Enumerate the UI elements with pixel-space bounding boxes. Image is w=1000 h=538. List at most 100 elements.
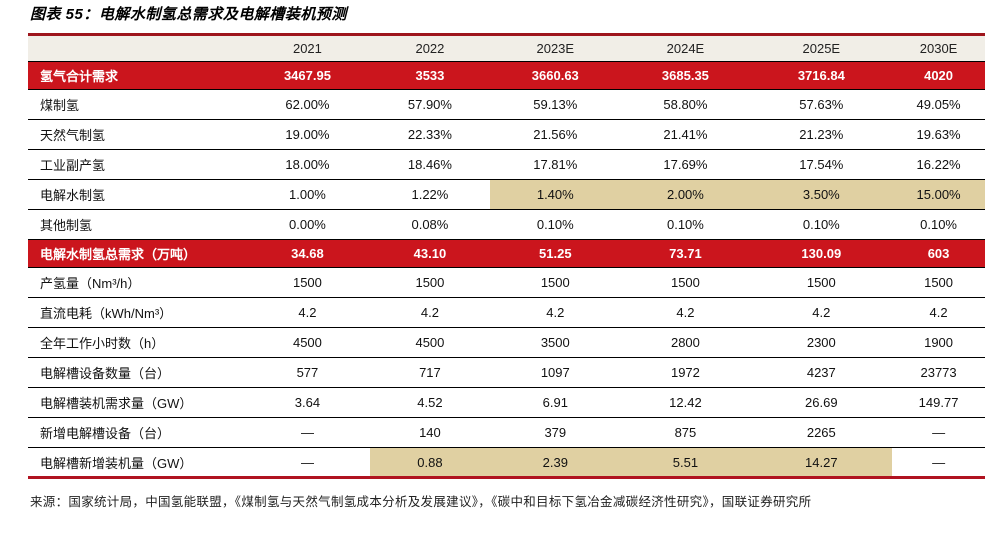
row-label: 电解槽设备数量（台） [28, 357, 246, 388]
table-cell: 1500 [620, 267, 751, 298]
table-cell: 2265 [750, 417, 893, 448]
table-row: 新增电解槽设备（台） —140 379 875 2265— [28, 417, 985, 448]
table-cell: 2.00% [620, 179, 751, 210]
table-cell: 73.71 [620, 239, 751, 268]
year-column-header: 2023E [490, 34, 621, 62]
table-cell: 17.69% [620, 149, 751, 180]
table-row: 产氢量（Nm³/h） 1500 1500 1500 1500 1500 1500 [28, 267, 985, 298]
table-cell: 1.00% [245, 179, 370, 210]
table-cell: 4500 [369, 327, 491, 358]
table-row: 全年工作小时数（h） 4500 4500 3500 2800 2300 1900 [28, 327, 985, 358]
table-cell: 4.2 [369, 297, 491, 328]
table-cell: 1.40% [490, 179, 621, 210]
table-cell: 4.2 [620, 297, 751, 328]
row-label: 其他制氢 [28, 209, 246, 240]
table-cell: 0.00% [245, 209, 370, 240]
table-row: 电解槽新增装机量（GW） —0.88 2.39 5.51 14.27— [28, 447, 985, 478]
table-cell: 21.41% [620, 119, 751, 150]
table-body: 氢气合计需求 3467.95 3533 3660.63 3685.35 3716.84 40… [28, 61, 985, 478]
table-cell: 2800 [620, 327, 751, 358]
table-cell: 17.54% [750, 149, 893, 180]
table-cell: 57.63% [750, 89, 893, 120]
table-cell: 4020 [892, 61, 985, 90]
table-cell: 21.56% [490, 119, 621, 150]
table-cell: 3.64 [245, 387, 370, 418]
figure-title: 图表 55：电解水制氢总需求及电解槽装机预测 [30, 6, 347, 23]
table-cell: 140 [369, 417, 491, 448]
table-cell: 21.23% [750, 119, 893, 150]
row-label: 电解水制氢总需求（万吨） [28, 239, 246, 268]
row-label: 新增电解槽设备（台） [28, 417, 246, 448]
table-row: 其他制氢 0.00% 0.08% 0.10% 0.10% 0.10% 0.10% [28, 209, 985, 240]
table-cell: 14.27 [750, 447, 893, 478]
table-cell: 4.2 [490, 297, 621, 328]
table-cell: 3716.84 [750, 61, 893, 90]
table-cell: 18.00% [245, 149, 370, 180]
table-cell: 59.13% [490, 89, 621, 120]
table-cell: 22.33% [369, 119, 491, 150]
row-label: 全年工作小时数（h） [28, 327, 246, 358]
table-cell: 577 [245, 357, 370, 388]
table-cell: 51.25 [490, 239, 621, 268]
row-label: 直流电耗（kWh/Nm³） [28, 297, 246, 328]
forecast-table: 2021 2022 2023E 2024E 2025E 2030E 氢气合计需求 3467.… [28, 33, 985, 479]
table-row: 电解槽装机需求量（GW） 3.64 4.52 6.91 12.42 26.69 149.77 [28, 387, 985, 418]
table-cell: 4237 [750, 357, 893, 388]
table-cell: 3467.95 [245, 61, 370, 90]
table-cell: 12.42 [620, 387, 751, 418]
table-cell: 149.77 [892, 387, 985, 418]
table-header: 2021 2022 2023E 2024E 2025E 2030E [28, 34, 985, 62]
source-note: 来源：国家统计局，中国氢能联盟，《煤制氢与天然气制氢成本分析及发展建议》，《碳中… [30, 495, 812, 509]
table-cell: 18.46% [369, 149, 491, 180]
row-label: 氢气合计需求 [28, 61, 246, 90]
table-cell: — [892, 417, 985, 448]
table-cell: 1900 [892, 327, 985, 358]
table-cell: 62.00% [245, 89, 370, 120]
table-cell: — [245, 447, 370, 478]
table-cell: 1097 [490, 357, 621, 388]
table-cell: 130.09 [750, 239, 893, 268]
table-cell: 2.39 [490, 447, 621, 478]
table-cell: 49.05% [892, 89, 985, 120]
table-cell: 3660.63 [490, 61, 621, 90]
table-cell: 0.10% [490, 209, 621, 240]
table-cell: 1500 [490, 267, 621, 298]
row-label-header [28, 34, 246, 62]
table-cell: 717 [369, 357, 491, 388]
table-cell: — [892, 447, 985, 478]
table-cell: 6.91 [490, 387, 621, 418]
table-cell: 2300 [750, 327, 893, 358]
table-row: 直流电耗（kWh/Nm³） 4.2 4.2 4.2 4.2 4.2 4.2 [28, 297, 985, 328]
table-cell: 16.22% [892, 149, 985, 180]
table-row: 电解槽设备数量（台） 577 717 1097 1972 4237 23773 [28, 357, 985, 388]
row-label: 天然气制氢 [28, 119, 246, 150]
table-cell: 19.00% [245, 119, 370, 150]
table-cell: 3533 [369, 61, 491, 90]
table-cell: 15.00% [892, 179, 985, 210]
table-cell: 4500 [245, 327, 370, 358]
table-cell: 0.10% [892, 209, 985, 240]
table-cell: 1500 [369, 267, 491, 298]
row-label: 电解水制氢 [28, 179, 246, 210]
table-cell: 34.68 [245, 239, 370, 268]
table-cell: 875 [620, 417, 751, 448]
table-row: 煤制氢 62.00% 57.90% 59.13% 58.80% 57.63% 49.05% [28, 89, 985, 120]
table-cell: 379 [490, 417, 621, 448]
table-cell: 3500 [490, 327, 621, 358]
row-label: 工业副产氢 [28, 149, 246, 180]
table-cell: 26.69 [750, 387, 893, 418]
table-container: 2021 2022 2023E 2024E 2025E 2030E 氢气合计需求 3467.… [28, 33, 985, 479]
table-cell: 3.50% [750, 179, 893, 210]
table-cell: 57.90% [369, 89, 491, 120]
table-cell: 23773 [892, 357, 985, 388]
table-cell: 0.10% [620, 209, 751, 240]
row-label: 电解槽装机需求量（GW） [28, 387, 246, 418]
year-column-header: 2022 [369, 34, 491, 62]
table-row: 工业副产氢 18.00% 18.46% 17.81% 17.69% 17.54% 16.22… [28, 149, 985, 180]
table-cell: 1.22% [369, 179, 491, 210]
header-row: 2021 2022 2023E 2024E 2025E 2030E [28, 34, 985, 62]
table-cell: 603 [892, 239, 985, 268]
table-cell: 0.88 [369, 447, 491, 478]
table-cell: 0.08% [369, 209, 491, 240]
